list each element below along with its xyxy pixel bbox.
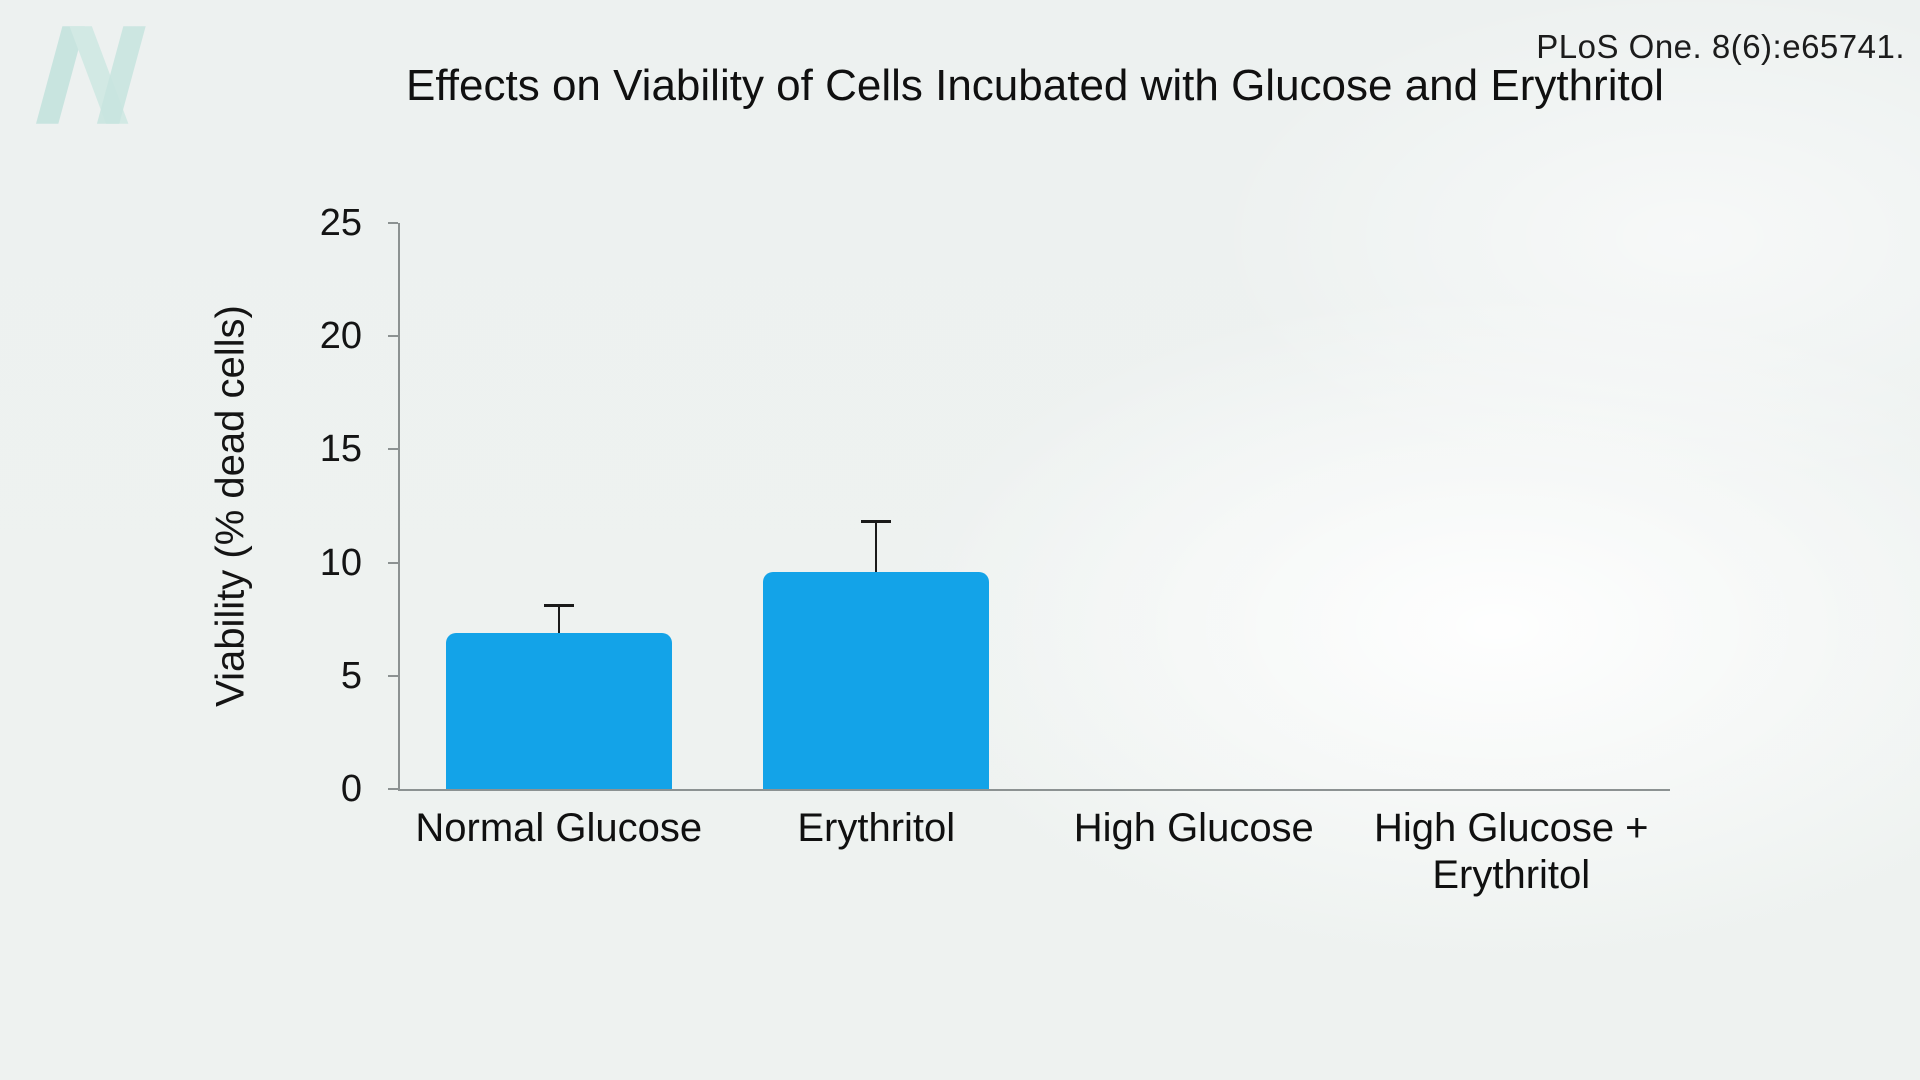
y-tick-label: 15 xyxy=(319,428,362,471)
y-tick-mark xyxy=(388,561,398,564)
y-axis-label: Viability (% dead cells) xyxy=(208,305,253,707)
y-tick-mark xyxy=(388,448,398,451)
error-bar-normal-glucose xyxy=(557,605,560,633)
x-label-high-glucose-erythritol: High Glucose + Erythritol xyxy=(1373,806,1649,898)
error-bar-cap-erythritol xyxy=(861,519,892,523)
x-label-high-glucose: High Glucose xyxy=(1073,806,1314,850)
x-label-normal-glucose: Normal Glucose xyxy=(415,806,703,850)
citation: PLoS One. 8(6):e65741. xyxy=(1536,28,1905,65)
y-tick-mark xyxy=(388,335,398,338)
y-tick-mark xyxy=(388,674,398,677)
bar-normal-glucose xyxy=(445,632,672,789)
y-tick-mark xyxy=(388,222,398,224)
x-axis-line xyxy=(398,789,1670,791)
error-bar-erythritol xyxy=(875,521,878,572)
y-tick-label: 10 xyxy=(319,541,362,584)
x-label-erythritol: Erythritol xyxy=(797,806,956,850)
y-tick-label: 0 xyxy=(340,768,362,810)
y-tick-label: 25 xyxy=(319,202,362,244)
error-bar-cap-normal-glucose xyxy=(543,603,574,607)
nutritionfacts-n-logo-icon xyxy=(36,26,146,124)
bar-erythritol xyxy=(763,571,990,789)
y-tick-label: 5 xyxy=(340,654,362,697)
y-tick-label: 20 xyxy=(319,315,362,358)
y-tick-mark xyxy=(388,788,398,790)
y-axis-line xyxy=(398,223,400,791)
chart-title: Effects on Viability of Cells Incubated … xyxy=(406,61,1664,110)
